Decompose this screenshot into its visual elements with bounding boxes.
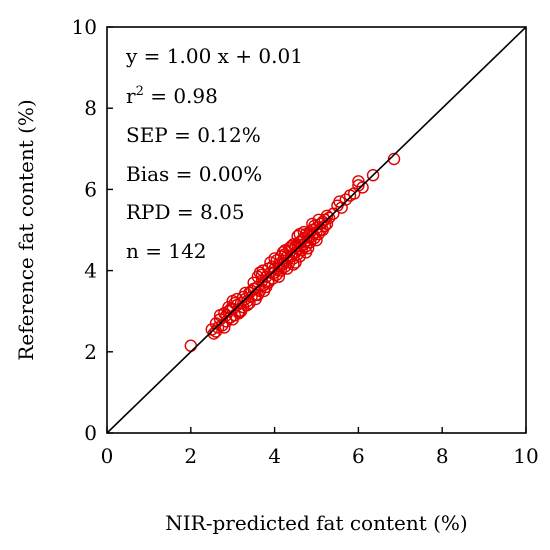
data-point [387,152,401,166]
rpd-annotation: RPD = 8.05 [126,200,245,224]
x-tick-label: 2 [184,444,197,468]
regression-stats: y = 1.00 x + 0.01 r2 = 0.98 SEP = 0.12% … [125,44,303,263]
data-point [287,258,300,271]
r2-annotation: r2 = 0.98 [126,84,218,108]
data-point [310,225,323,239]
data-point [293,242,306,255]
data-point [184,339,198,352]
data-point [293,227,306,241]
data-point [320,209,334,222]
data-point [352,175,365,188]
r2-prefix: r [126,84,136,108]
data-point [245,284,258,298]
y-tick-label: 6 [84,177,97,201]
data-point [299,246,313,259]
scatter-points [184,152,401,352]
data-point [366,168,380,182]
plot-area-frame [106,26,527,434]
data-point [251,288,265,302]
sep-annotation: SEP = 0.12% [126,123,261,147]
data-point [278,244,292,257]
y-tick-label: 4 [84,259,97,283]
y-axis-label: Reference fat content (%) [14,99,38,360]
identity-line [106,26,527,434]
data-point [224,302,237,316]
data-point [333,195,346,208]
data-point [226,294,239,308]
data-point [356,181,369,194]
data-point [213,309,227,322]
data-point [241,298,254,312]
data-point [301,233,315,247]
data-point [220,309,233,322]
r2-superscript: 2 [136,84,144,99]
bias-annotation: Bias = 0.00% [126,162,262,186]
data-point [339,193,353,206]
x-tick-label: 8 [436,444,449,468]
data-point [272,270,285,283]
y-tick-label: 2 [84,340,97,364]
data-point [260,280,273,294]
data-point [297,238,311,251]
x-tick-label: 6 [352,444,365,468]
data-point [262,274,275,287]
data-point [280,262,294,275]
x-tick-label: 10 [513,444,538,468]
equation-annotation: y = 1.00 x + 0.01 [125,44,303,68]
data-point [320,217,334,231]
n-annotation: n = 142 [126,239,207,263]
r2-value: = 0.98 [144,84,218,108]
data-point [285,240,298,253]
axis-ticks [106,26,527,434]
data-point [247,276,260,289]
data-point [289,256,302,269]
tick-labels: 0 2 4 6 8 10 0 2 4 6 8 10 [72,15,539,468]
y-tick-label: 10 [72,15,97,39]
data-point [268,252,281,265]
data-point [310,233,323,247]
x-axis-label: NIR-predicted fat content (%) [165,511,467,535]
data-point [222,300,235,314]
y-tick-label: 0 [84,421,97,445]
x-tick-label: 0 [101,444,114,468]
data-point [272,262,285,275]
data-point [209,325,223,338]
y-tick-label: 8 [84,96,97,120]
x-tick-label: 4 [268,444,281,468]
data-point [291,240,304,253]
data-point [306,229,319,243]
data-point [268,266,281,279]
